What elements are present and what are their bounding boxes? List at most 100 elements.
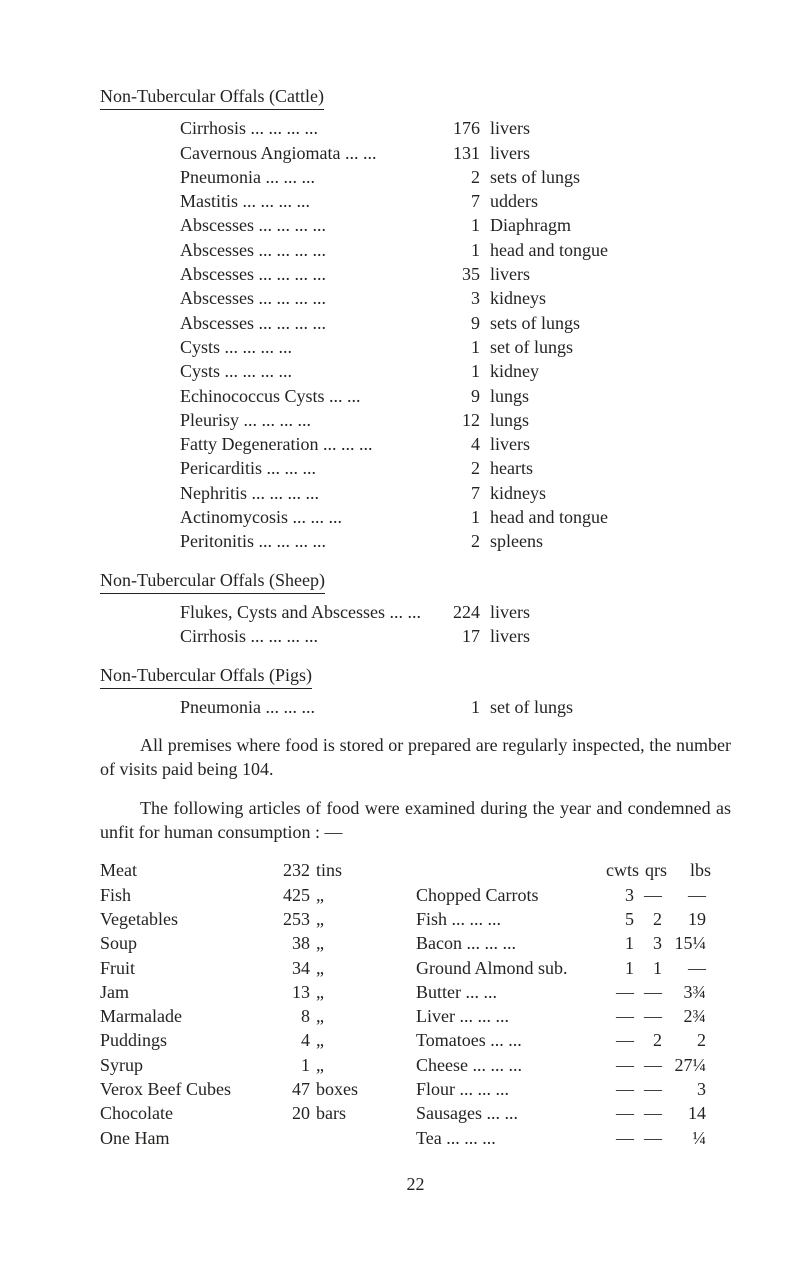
condemned-tables: Meat232tinsFish425„Vegetables253„Soup38„…: [100, 858, 731, 1150]
offal-desc: set of lungs: [490, 695, 731, 719]
offals-sections: Non-Tubercular Offals (Cattle) Cirrhosis …: [100, 70, 731, 719]
weight-lbs: 15¼: [662, 931, 706, 955]
weight-cwts: —: [606, 1101, 634, 1125]
offal-desc: head and tongue: [490, 238, 731, 262]
offal-desc: set of lungs: [490, 335, 731, 359]
food-qty: 13: [280, 980, 316, 1004]
offal-desc: kidney: [490, 359, 731, 383]
food-item-row: Vegetables253„: [100, 907, 380, 931]
weight-lbs: 2¾: [662, 1004, 706, 1028]
food-item-row: Fish425„: [100, 883, 380, 907]
weight-qrs: 2: [634, 1028, 662, 1052]
food-name: Meat: [100, 858, 280, 882]
offal-label: Pleurisy ... ... ... ...: [180, 408, 440, 432]
weights-header-spacer: [416, 858, 606, 882]
food-item-row: Meat232tins: [100, 858, 380, 882]
offal-count: 17: [440, 624, 490, 648]
header-qrs: qrs: [639, 858, 667, 882]
food-qty: 34: [280, 956, 316, 980]
section-heading: Non-Tubercular Offals (Pigs): [100, 663, 312, 689]
weight-item-row: Cheese ... ... ...——27¼: [416, 1053, 731, 1077]
weight-item-row: Fish ... ... ...5219: [416, 907, 731, 931]
page-number: 22: [100, 1172, 731, 1196]
section-heading: Non-Tubercular Offals (Sheep): [100, 568, 325, 594]
weight-qrs: —: [634, 1077, 662, 1101]
offal-label: Mastitis ... ... ... ...: [180, 189, 440, 213]
food-item-row: Jam13„: [100, 980, 380, 1004]
offal-row: Actinomycosis ... ... ...1head and tongu…: [100, 505, 731, 529]
weight-item-name: Cheese ... ... ...: [416, 1053, 606, 1077]
offal-count: 9: [440, 311, 490, 335]
offal-label: Nephritis ... ... ... ...: [180, 481, 440, 505]
section-heading: Non-Tubercular Offals (Cattle): [100, 84, 324, 110]
offal-row: Abscesses ... ... ... ...1Diaphragm: [100, 213, 731, 237]
offal-label: Fatty Degeneration ... ... ...: [180, 432, 440, 456]
weight-lbs: 3: [662, 1077, 706, 1101]
weights-header-row: cwtsqrslbs: [416, 858, 731, 882]
weight-qrs: 1: [634, 956, 662, 980]
weight-lbs: 3¾: [662, 980, 706, 1004]
offal-desc: livers: [490, 262, 731, 286]
weight-lbs: —: [662, 883, 706, 907]
paragraph-condemned: The following articles of food were exam…: [100, 796, 731, 845]
weight-item-name: Liver ... ... ...: [416, 1004, 606, 1028]
weight-cwts: 1: [606, 931, 634, 955]
food-qty: 4: [280, 1028, 316, 1052]
weight-cwts: —: [606, 1077, 634, 1101]
offal-count: 2: [440, 165, 490, 189]
offal-row: Cirrhosis ... ... ... ...176livers: [100, 116, 731, 140]
offal-row: Fatty Degeneration ... ... ...4livers: [100, 432, 731, 456]
weight-cwts: —: [606, 1004, 634, 1028]
offal-count: 131: [440, 141, 490, 165]
weight-item-name: Chopped Carrots: [416, 883, 606, 907]
offal-desc: lungs: [490, 384, 731, 408]
food-unit: bars: [316, 1101, 380, 1125]
food-unit: tins: [316, 858, 380, 882]
weight-qrs: 2: [634, 907, 662, 931]
weight-item-name: Tomatoes ... ...: [416, 1028, 606, 1052]
food-qty: 38: [280, 931, 316, 955]
food-qty: 1: [280, 1053, 316, 1077]
offal-count: 1: [440, 695, 490, 719]
offal-label: Flukes, Cysts and Abscesses ... ...: [180, 600, 440, 624]
weight-item-name: Fish ... ... ...: [416, 907, 606, 931]
food-unit: „: [316, 980, 380, 1004]
weight-lbs: 14: [662, 1101, 706, 1125]
food-qty: 232: [280, 858, 316, 882]
food-item-row: Syrup1„: [100, 1053, 380, 1077]
offal-label: Abscesses ... ... ... ...: [180, 238, 440, 262]
weight-lbs: —: [662, 956, 706, 980]
offal-label: Cavernous Angiomata ... ...: [180, 141, 440, 165]
food-unit: „: [316, 1028, 380, 1052]
food-item-row: Soup38„: [100, 931, 380, 955]
weight-qrs: —: [634, 1101, 662, 1125]
food-qty: 8: [280, 1004, 316, 1028]
weight-item-row: Tea ... ... ...——¼: [416, 1126, 731, 1150]
food-qty: 20: [280, 1101, 316, 1125]
offal-row: Cysts ... ... ... ...1kidney: [100, 359, 731, 383]
right-weights-table: cwtsqrslbsChopped Carrots3——Fish ... ...…: [416, 858, 731, 1150]
offal-desc: lungs: [490, 408, 731, 432]
offal-desc: livers: [490, 600, 731, 624]
offal-row: Abscesses ... ... ... ...35livers: [100, 262, 731, 286]
food-item-row: Chocolate20bars: [100, 1101, 380, 1125]
food-item-row: Fruit34„: [100, 956, 380, 980]
food-unit: „: [316, 907, 380, 931]
food-name: Syrup: [100, 1053, 280, 1077]
offal-count: 1: [440, 359, 490, 383]
weight-item-name: Ground Almond sub.: [416, 956, 606, 980]
offal-label: Abscesses ... ... ... ...: [180, 286, 440, 310]
weight-qrs: —: [634, 1126, 662, 1150]
offal-desc: head and tongue: [490, 505, 731, 529]
food-item-row: Verox Beef Cubes47boxes: [100, 1077, 380, 1101]
offal-desc: livers: [490, 141, 731, 165]
food-name: Fruit: [100, 956, 280, 980]
weight-lbs: 2: [662, 1028, 706, 1052]
weight-item-row: Ground Almond sub.11—: [416, 956, 731, 980]
food-name: Marmalade: [100, 1004, 280, 1028]
food-name: Fish: [100, 883, 280, 907]
weight-item-row: Sausages ... ...——14: [416, 1101, 731, 1125]
offal-row: Pericarditis ... ... ...2hearts: [100, 456, 731, 480]
offal-label: Pneumonia ... ... ...: [180, 165, 440, 189]
offal-desc: udders: [490, 189, 731, 213]
